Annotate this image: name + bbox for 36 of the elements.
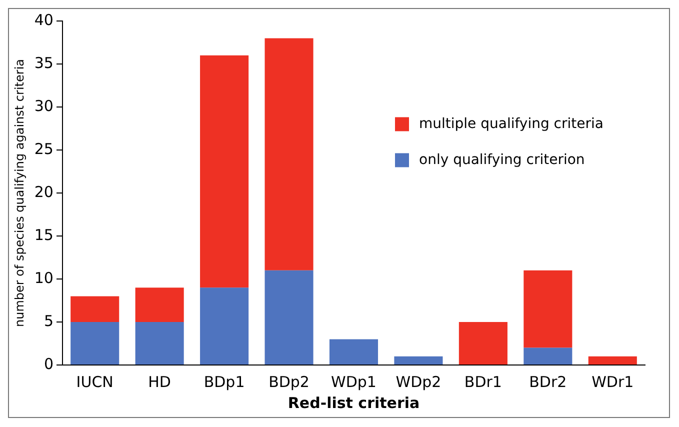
y-tick-label: 35 <box>34 54 54 72</box>
legend-label: only qualifying criterion <box>419 152 585 168</box>
bar <box>200 288 249 364</box>
x-tick-label: IUCN <box>76 372 114 391</box>
x-tick-label: WDr1 <box>592 372 634 391</box>
y-tick-label: 25 <box>34 140 54 158</box>
bar <box>524 348 572 364</box>
x-tick-label: BDp2 <box>268 372 310 391</box>
y-tick-label: 5 <box>44 312 54 330</box>
x-tick-label: WDp1 <box>331 372 376 391</box>
bar <box>135 322 184 364</box>
bar <box>70 296 120 322</box>
bar <box>264 38 314 270</box>
x-tick-label: BDr1 <box>464 372 502 391</box>
x-tick-label: WDp2 <box>396 372 442 391</box>
y-axis-title: number of species qualifying against criteria <box>12 58 26 328</box>
y-tick-label: 10 <box>34 268 54 287</box>
y-tick-label: 30 <box>34 96 54 115</box>
x-axis-title: Red-list criteria <box>288 394 420 412</box>
bar <box>394 356 443 364</box>
bar <box>264 270 314 364</box>
x-tick-label: BDr2 <box>529 372 567 391</box>
bar <box>200 55 249 288</box>
bar <box>135 288 184 322</box>
bar <box>524 270 572 348</box>
y-tick-label: 0 <box>44 354 54 373</box>
y-tick-label: 15 <box>34 226 54 244</box>
bar <box>329 339 378 364</box>
bar <box>70 322 120 364</box>
bar <box>458 322 508 364</box>
bar <box>588 356 637 364</box>
legend-label: multiple qualifying criteria <box>419 116 604 132</box>
x-tick-label: HD <box>148 372 171 391</box>
y-tick-label: 20 <box>34 182 54 201</box>
x-tick-label: BDp1 <box>204 372 245 391</box>
y-tick-label: 40 <box>34 10 54 29</box>
